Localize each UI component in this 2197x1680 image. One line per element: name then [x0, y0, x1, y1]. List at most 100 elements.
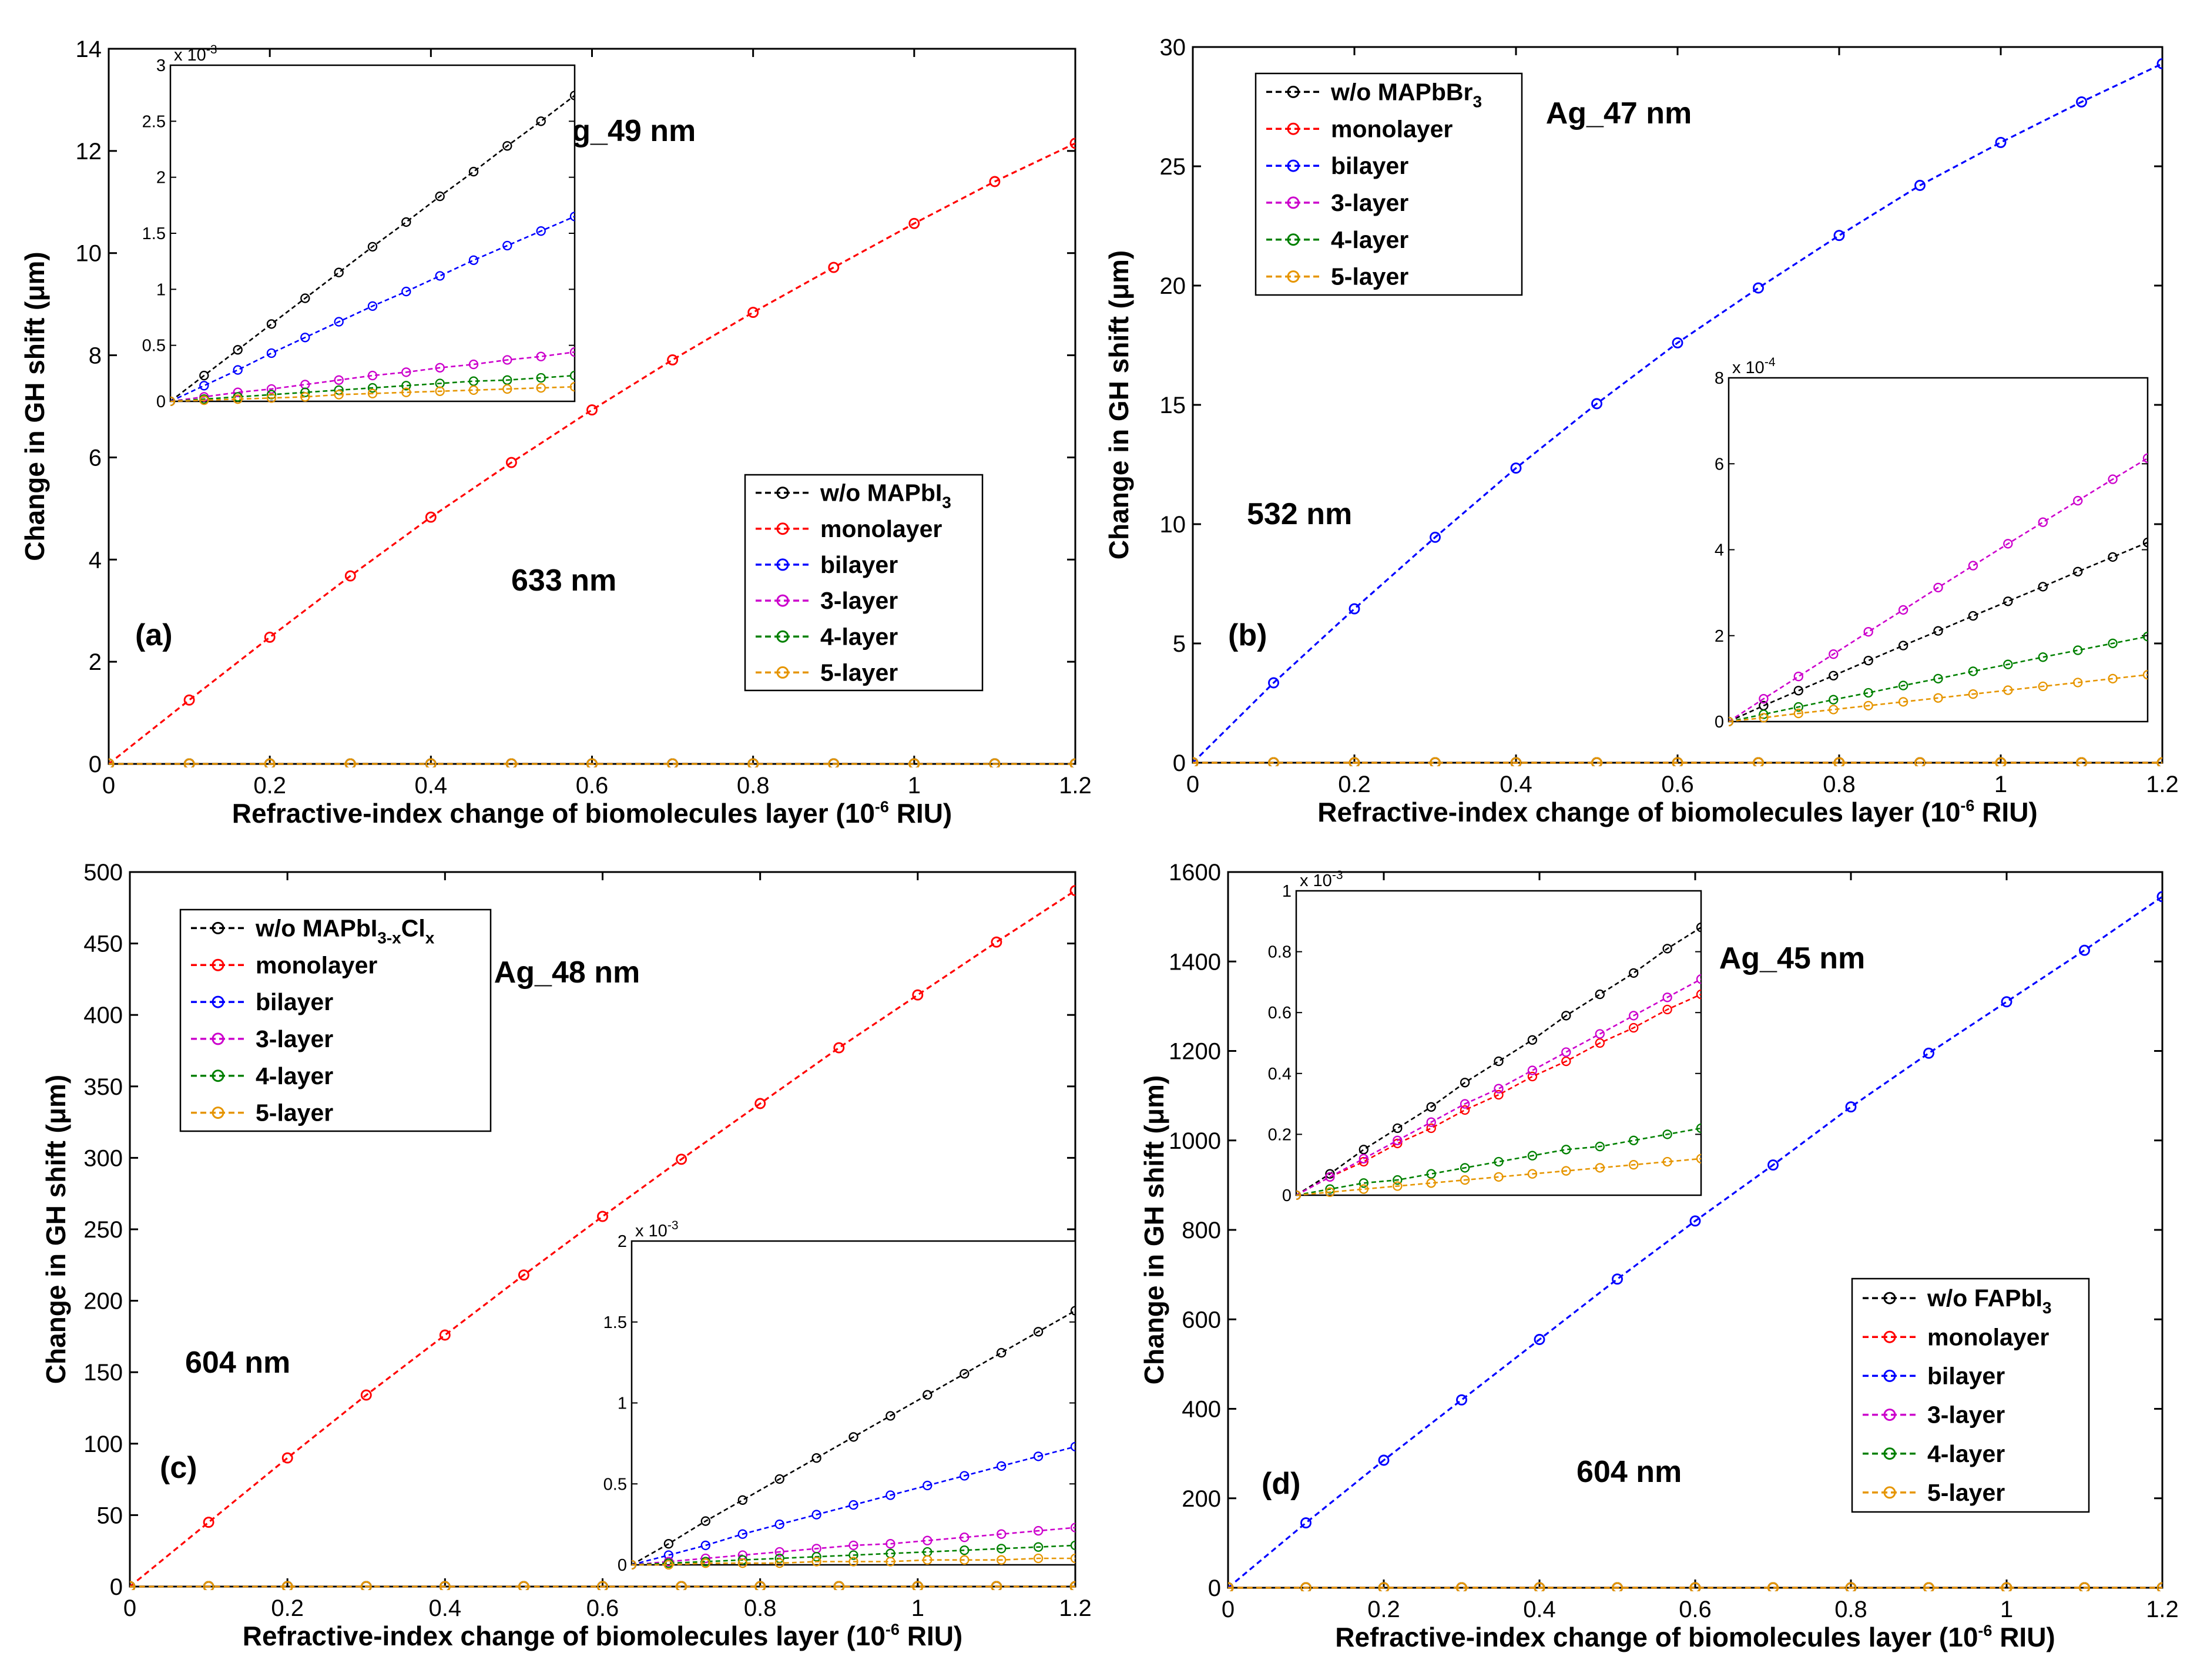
inset-d: 0 0.2 0.4 0.6 0.8 1 x 10-3 — [1268, 868, 1702, 1205]
y-axis-label: Change in GH shift (μm) — [1139, 1075, 1169, 1384]
inset-series-3layer-point — [1070, 1523, 1075, 1533]
inset-series-monolayer-point — [1662, 1004, 1672, 1015]
inset-series-3layer-point — [334, 375, 344, 385]
inset-series-5layer-point — [1033, 1553, 1044, 1564]
series-5layer-point — [586, 758, 598, 767]
series-monolayer-point — [833, 1042, 845, 1054]
inset-series-bilayer-point — [334, 317, 344, 327]
inset-y-tick-label: 0 — [1282, 1186, 1292, 1205]
inset-series-3layer-line — [1296, 978, 1701, 1196]
inset-series-3layer-point — [848, 1540, 858, 1551]
legend-swatch-marker — [212, 995, 224, 1008]
inset-series-4layer-point — [1561, 1145, 1571, 1155]
inset-series-5layer-point — [1595, 1163, 1605, 1173]
inset-y-tick-label: 1.5 — [142, 224, 166, 243]
inset-series-bilayer-point — [811, 1510, 821, 1520]
series-bilayer-point — [1672, 337, 1683, 348]
inset-series-5layer-point — [1729, 716, 1734, 726]
legend-label: w/o MAPbI3-xClx — [255, 914, 435, 947]
inset-series-5layer-point — [1296, 1190, 1302, 1200]
legend-label: bilayer — [1927, 1362, 2005, 1389]
inset-series-5layer-point — [334, 390, 344, 400]
wavelength-note: 633 nm — [511, 564, 616, 598]
x-tick-label: 1.2 — [1059, 1595, 1092, 1621]
inset-series-bilayer-point — [569, 212, 575, 222]
legend-label-main: 4-layer — [1331, 226, 1408, 253]
series-monolayer-point — [439, 1329, 451, 1341]
inset-series-5layer-point — [960, 1555, 970, 1565]
series-5layer-point — [1069, 1581, 1075, 1590]
series-monolayer-point — [518, 1269, 529, 1281]
inset-series-4layer-point — [848, 1550, 858, 1560]
inset-y-tick-label: 3 — [156, 56, 166, 75]
inset-series-5layer-point — [468, 385, 479, 395]
inset-y-tick-label: 0.5 — [603, 1475, 627, 1494]
inset-exponent-power: -3 — [206, 43, 217, 56]
inset-y-tick-label: 0 — [156, 393, 166, 411]
inset-series-bilayer-line — [632, 1446, 1075, 1566]
inset-series-3layer-point — [1696, 974, 1701, 984]
legend-label-main: 5-layer — [1331, 263, 1408, 290]
series-5layer-point — [2001, 1582, 2012, 1591]
inset-series-wo-point — [1033, 1327, 1044, 1337]
inset-y-tick-label: 0.2 — [1268, 1125, 1292, 1144]
legend-box — [1851, 1277, 2090, 1513]
series-monolayer-point — [908, 217, 920, 229]
y-tick-label: 400 — [83, 1002, 123, 1028]
y-tick-label: 150 — [83, 1360, 123, 1386]
inset-series-3layer-point — [2073, 495, 2083, 506]
inset-series-3layer-point — [1460, 1099, 1470, 1109]
inset-series-5layer-point — [632, 1560, 637, 1570]
legend-label-sub: 3 — [2042, 1299, 2052, 1317]
inset-series-bilayer-point — [700, 1540, 710, 1551]
inset-series-wo-point — [1070, 1306, 1075, 1316]
series-5layer-point — [1456, 1582, 1467, 1591]
series-monolayer-point — [586, 404, 598, 416]
inset-frame — [169, 64, 576, 403]
series-5layer-point — [1923, 1582, 1934, 1591]
series-bilayer-point — [1300, 1517, 1312, 1529]
legend-label-main: monolayer — [820, 515, 942, 542]
inset-series-5layer-point — [1863, 700, 1873, 711]
y-tick-label: 250 — [83, 1217, 123, 1243]
series-monolayer-point — [667, 354, 679, 365]
series-bilayer-line — [1193, 62, 2162, 764]
legend-swatch-marker — [212, 1069, 224, 1082]
y-axis-label: Change in GH shift (μm) — [41, 1075, 71, 1384]
inset-series-monolayer-point — [1460, 1105, 1470, 1115]
series-monolayer-point — [344, 570, 356, 582]
inset-series-4layer-point — [1968, 666, 1978, 676]
series-5layer-point — [1612, 1582, 1623, 1591]
inset-series-wo-point — [1793, 686, 1803, 696]
inset-series-4layer-point — [2142, 632, 2148, 642]
x-tick-label: 0.4 — [1500, 772, 1532, 797]
inset-series-4layer-point — [1527, 1151, 1538, 1161]
wavelength-note: 532 nm — [1247, 497, 1352, 531]
x-axis-label-exp: -6 — [1960, 797, 1974, 814]
series-5layer-point — [109, 758, 115, 767]
series-bilayer-point — [1378, 1454, 1390, 1466]
inset-series-5layer-point — [199, 395, 209, 405]
series-bilayer-point — [1430, 531, 1441, 543]
y-tick-label: 10 — [76, 241, 102, 267]
legend-label: w/o FAPbI3 — [1927, 1285, 2051, 1317]
inset-series-5layer-point — [663, 1560, 674, 1570]
inset-y-tick-label: 0.5 — [142, 337, 166, 356]
series-5layer-point — [344, 758, 356, 767]
legend-label: monolayer — [1331, 115, 1453, 142]
legend-label-main: 3-layer — [820, 587, 898, 614]
inset-series-bilayer-point — [997, 1461, 1007, 1471]
series-5layer-point — [754, 1581, 766, 1590]
y-tick-label: 350 — [83, 1074, 123, 1100]
series-5layer-point — [1845, 1582, 1857, 1591]
series-5layer-point — [1069, 758, 1075, 767]
wavelength-note: 604 nm — [1577, 1455, 1682, 1489]
series-5layer-point — [1753, 757, 1764, 766]
series-monolayer-point — [183, 694, 195, 706]
inset-series-wo-point — [2073, 566, 2083, 576]
inset-series-wo-point — [2003, 596, 2013, 606]
legend-label-main: bilayer — [820, 551, 898, 578]
legend-label-part2: Cl — [401, 914, 425, 941]
y-tick-label: 50 — [97, 1503, 123, 1528]
legend-swatch-marker — [1287, 122, 1300, 135]
